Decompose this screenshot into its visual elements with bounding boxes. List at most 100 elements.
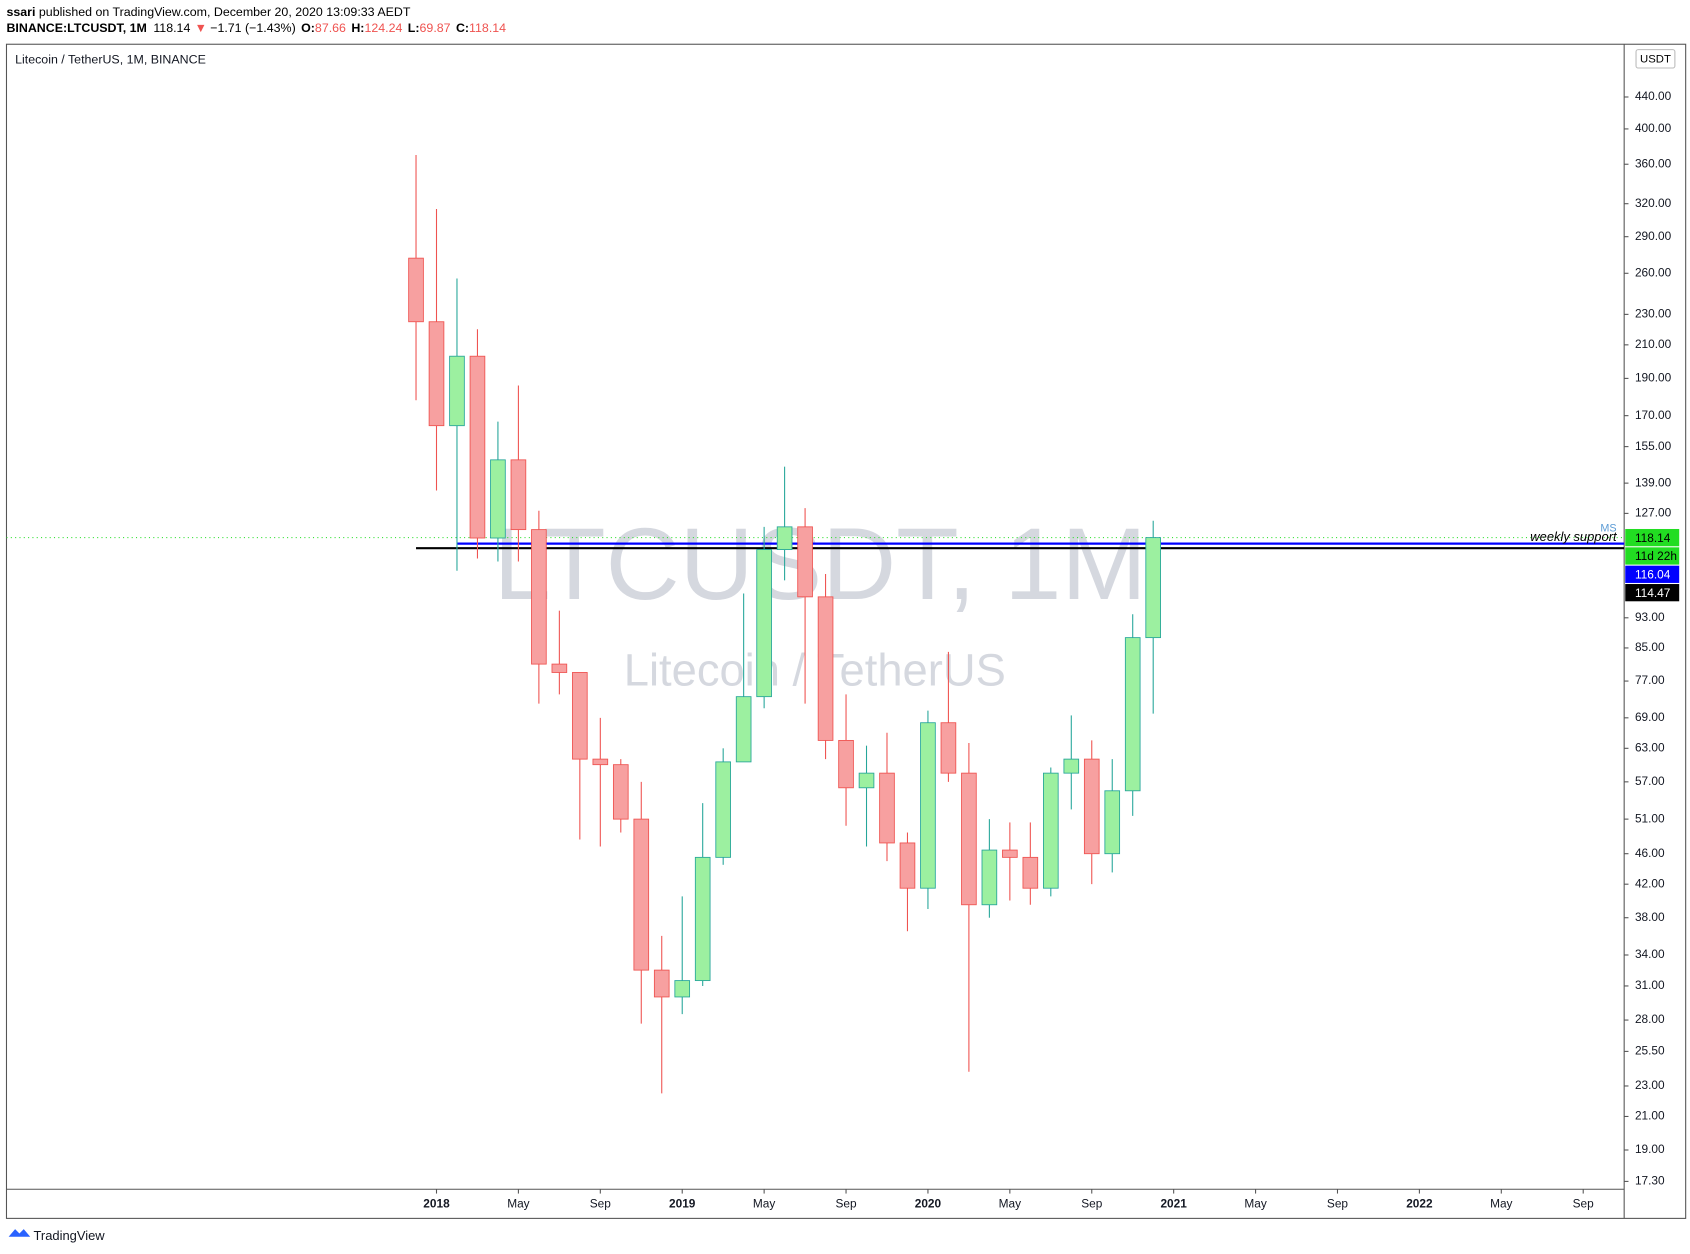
x-tick-label: Sep <box>1573 1196 1595 1210</box>
candle-body <box>572 672 588 760</box>
candle-body <box>694 856 711 982</box>
candle-body <box>899 842 916 889</box>
x-tick-label: May <box>1490 1196 1512 1210</box>
candle-body <box>961 772 977 906</box>
candle-body <box>551 663 568 673</box>
countdown-label: 11d 22h <box>1635 549 1677 563</box>
y-tick-label: 25.50 <box>1635 1044 1665 1058</box>
y-tick-label: 34.00 <box>1635 947 1665 961</box>
y-tick-label: 127.00 <box>1635 506 1672 520</box>
y-tick-label: 85.00 <box>1635 640 1665 654</box>
candle-body <box>797 526 813 598</box>
x-tick-label: 2019 <box>669 1196 696 1210</box>
y-tick-label: 230.00 <box>1635 307 1672 321</box>
candle-body <box>940 722 957 774</box>
candle-body <box>1145 537 1161 639</box>
y-tick-label: 440.00 <box>1635 89 1672 103</box>
ohlc-value: 124.24 <box>364 21 402 35</box>
change: −1.71 (−1.43%) <box>210 21 296 35</box>
ohlc-label: O: <box>301 21 315 35</box>
candle-body <box>653 969 670 998</box>
publish-line: ssari published on TradingView.com, Dece… <box>6 5 410 19</box>
level-label: 116.04 <box>1635 568 1671 582</box>
x-tick-label: May <box>1244 1196 1266 1210</box>
ohlc-value: 118.14 <box>469 21 506 35</box>
candle-body <box>838 739 854 789</box>
y-tick-label: 139.00 <box>1635 475 1672 489</box>
candle-body <box>612 764 629 820</box>
y-tick-label: 260.00 <box>1635 265 1672 279</box>
y-tick-label: 63.00 <box>1635 740 1665 754</box>
x-tick-label: Sep <box>1327 1196 1349 1210</box>
candle-body <box>756 549 772 698</box>
y-tick-label: 290.00 <box>1635 229 1672 243</box>
candle-body <box>715 761 731 858</box>
candle-body <box>735 696 752 763</box>
candle-body <box>531 529 547 665</box>
y-tick-label: 155.00 <box>1635 439 1672 453</box>
y-tick-label: 77.00 <box>1635 673 1665 687</box>
candle-body <box>1083 758 1100 855</box>
countdown-label-box <box>1625 547 1680 565</box>
last-price: 118.14 <box>153 21 190 35</box>
x-tick-label: May <box>507 1196 529 1210</box>
candle-body <box>633 818 650 971</box>
x-tick-label: May <box>999 1196 1021 1210</box>
ohlc-label: L: <box>408 21 420 35</box>
candle-body <box>858 772 875 789</box>
ohlc-label: C: <box>456 21 469 35</box>
candle-body <box>776 526 793 551</box>
x-tick-label: 2020 <box>915 1196 942 1210</box>
candle-body <box>920 722 936 889</box>
currency: USDT <box>1640 53 1671 65</box>
candle-body <box>449 355 465 427</box>
candle-body <box>674 980 691 998</box>
y-tick-label: 38.00 <box>1635 910 1665 924</box>
y-tick-label: 320.00 <box>1635 196 1672 210</box>
level-label-box <box>1625 565 1680 583</box>
candle-body <box>408 257 424 323</box>
watermark-sub: Litecoin / TetherUS <box>624 644 1006 695</box>
candle-body <box>981 849 998 906</box>
symbol-line: BINANCE:LTCUSDT, 1M 118.14 ▼ −1.71 (−1.43%)… <box>6 21 506 35</box>
x-tick-label: Sep <box>590 1196 612 1210</box>
level-label-box <box>1625 584 1680 602</box>
candle-body <box>1104 790 1121 855</box>
candle-body <box>510 459 527 531</box>
y-tick-label: 46.00 <box>1635 846 1665 860</box>
candle-body <box>1022 856 1039 889</box>
y-tick-label: 42.00 <box>1635 876 1665 890</box>
pane-title: Litecoin / TetherUS, 1M, BINANCE <box>15 53 206 67</box>
candle-body <box>879 772 895 844</box>
y-tick-label: 210.00 <box>1635 337 1672 351</box>
ohlc-value: 69.87 <box>420 21 451 35</box>
candle-body <box>1124 637 1141 792</box>
candle-body <box>592 758 609 766</box>
published: published on TradingView.com, December 2… <box>35 5 410 19</box>
candle-body <box>1002 849 1018 858</box>
y-tick-label: 17.30 <box>1635 1174 1665 1188</box>
logo <box>8 1229 31 1237</box>
y-tick-label: 21.00 <box>1635 1109 1665 1123</box>
x-tick-label: May <box>753 1196 775 1210</box>
y-tick-label: 19.00 <box>1635 1142 1665 1156</box>
footer: TradingView <box>33 1228 105 1243</box>
arrow: ▼ <box>195 21 207 35</box>
level-label: 114.47 <box>1635 586 1670 600</box>
candle-body <box>490 459 506 539</box>
level-text: weekly support <box>1530 529 1618 544</box>
last-price-label-box <box>1625 528 1680 547</box>
last-price-label: 118.14 <box>1635 531 1671 545</box>
y-tick-label: 31.00 <box>1635 978 1665 992</box>
y-tick-label: 360.00 <box>1635 156 1672 170</box>
x-tick-label: 2018 <box>423 1196 450 1210</box>
candle-body <box>1063 758 1080 774</box>
y-tick-label: 23.00 <box>1635 1078 1665 1092</box>
x-tick-label: 2022 <box>1406 1196 1433 1210</box>
ohlc-value: 87.66 <box>315 21 346 35</box>
candle-body <box>817 596 834 741</box>
author: ssari <box>6 5 35 19</box>
y-tick-label: 170.00 <box>1635 408 1672 422</box>
